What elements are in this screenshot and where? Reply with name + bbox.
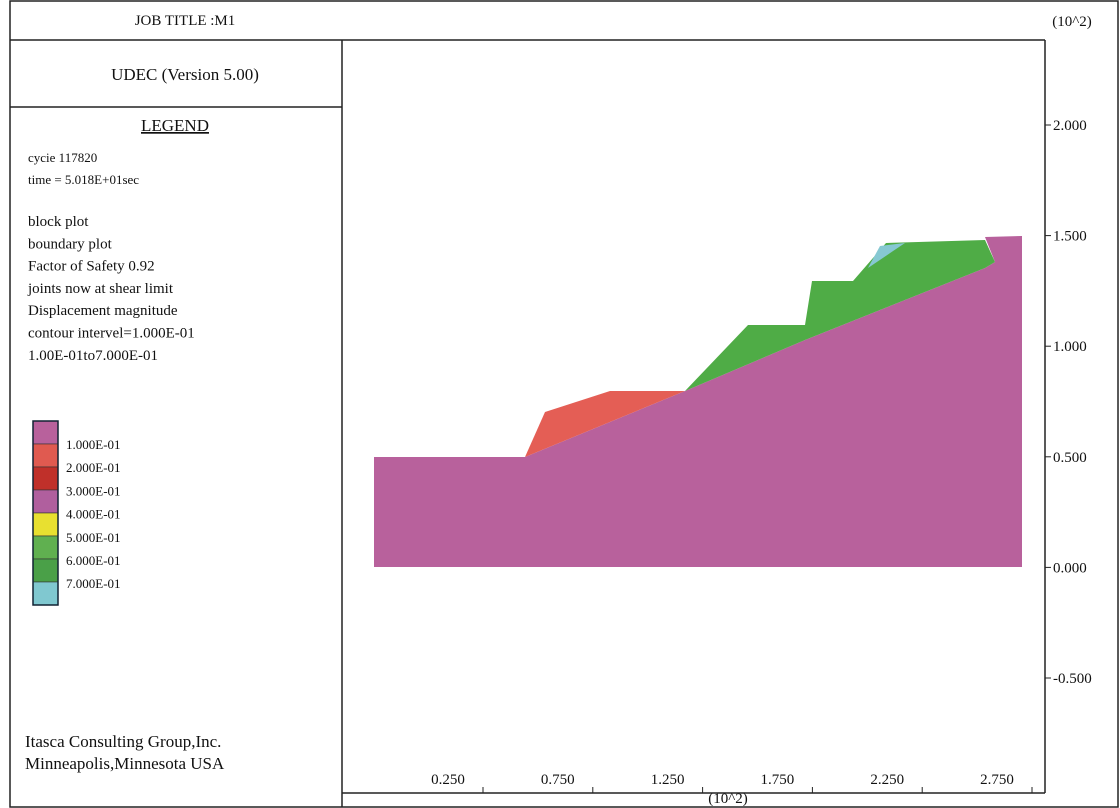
x-scale-note: (10^2) [708, 791, 748, 807]
contour-swatches [32, 420, 59, 606]
x-tick-label: 2.750 [980, 772, 1014, 788]
program-version: UDEC (Version 5.00) [111, 65, 259, 84]
x-tick-label: 0.750 [541, 772, 575, 788]
time: time = 5.018E+01sec [28, 172, 139, 187]
y-tick-label: 0.500 [1053, 450, 1087, 466]
y-scale-note: (10^2) [1052, 14, 1092, 30]
x-tick-label: 0.250 [431, 772, 465, 788]
legend-line: contour intervel=1.000E-01 [28, 326, 195, 342]
contour-label: 6.000E-01 [66, 553, 121, 568]
contour-label: 3.000E-01 [66, 483, 121, 498]
footer-line: Itasca Consulting Group,Inc. [25, 732, 221, 751]
y-axis: 2.000 1.500 1.000 0.500 0.000 -0.500 [1045, 118, 1092, 687]
legend-line: boundary plot [28, 236, 113, 252]
cycle: cycie 117820 [28, 150, 97, 165]
x-tick-label: 1.250 [651, 772, 685, 788]
job-title: JOB TITLE :M1 [135, 13, 236, 29]
y-tick-label: 1.500 [1053, 229, 1087, 245]
contour-label: 7.000E-01 [66, 576, 121, 591]
legend-heading: LEGEND [141, 116, 209, 135]
y-tick-label: -0.500 [1053, 671, 1092, 687]
footer-line: Minneapolis,Minnesota USA [25, 754, 225, 773]
legend-lines: block plot boundary plot Factor of Safety … [27, 214, 195, 364]
legend-line: joints now at shear limit [27, 281, 174, 297]
contour-label: 1.000E-01 [66, 437, 121, 452]
legend-line: 1.00E-01to7.000E-01 [28, 348, 158, 364]
contour-label: 4.000E-01 [66, 507, 121, 522]
model [374, 236, 1022, 567]
frame [9, 0, 1119, 808]
x-axis: 0.250 0.750 1.250 1.750 2.250 2.750 [431, 772, 1033, 793]
legend-line: block plot [28, 214, 89, 230]
y-tick-label: 2.000 [1053, 118, 1087, 134]
y-tick-label: 0.000 [1053, 560, 1087, 576]
contour-label: 2.000E-01 [66, 460, 121, 475]
contour-label: 5.000E-01 [66, 530, 121, 545]
contour-labels: 1.000E-01 2.000E-01 3.000E-01 4.000E-01 5.00… [66, 437, 121, 591]
x-tick-label: 2.250 [870, 772, 904, 788]
x-tick-label: 1.750 [761, 772, 795, 788]
legend-line: Factor of Safety 0.92 [28, 259, 155, 275]
legend-line: Displacement magnitude [28, 303, 178, 319]
y-tick-label: 1.000 [1053, 339, 1087, 355]
